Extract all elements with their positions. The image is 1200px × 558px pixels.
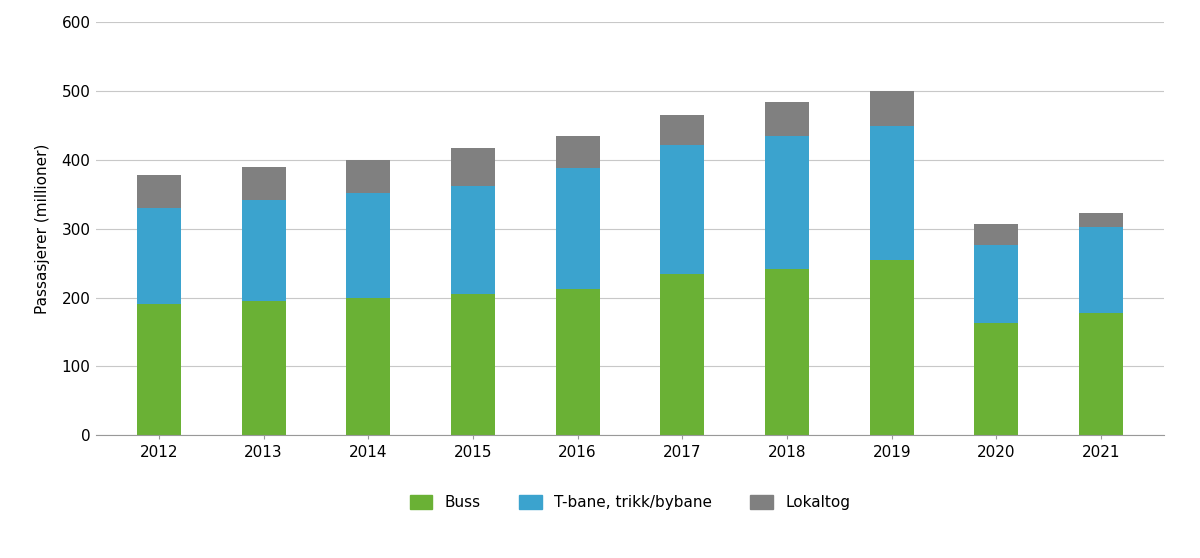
- Bar: [347, 193, 390, 297]
- Bar: [1079, 213, 1123, 228]
- Bar: [556, 290, 600, 435]
- Bar: [241, 200, 286, 301]
- Bar: [556, 136, 600, 168]
- Bar: [766, 102, 809, 136]
- Bar: [870, 126, 913, 260]
- Bar: [974, 246, 1019, 323]
- Bar: [347, 160, 390, 193]
- Bar: [870, 91, 913, 126]
- Bar: [241, 301, 286, 435]
- Bar: [766, 269, 809, 435]
- Bar: [347, 297, 390, 435]
- Bar: [660, 145, 704, 273]
- Bar: [1079, 228, 1123, 312]
- Bar: [451, 294, 494, 435]
- Bar: [660, 116, 704, 145]
- Bar: [137, 305, 181, 435]
- Bar: [766, 136, 809, 269]
- Bar: [1079, 312, 1123, 435]
- Legend: Buss, T-bane, trikk/bybane, Lokaltog: Buss, T-bane, trikk/bybane, Lokaltog: [409, 495, 851, 510]
- Bar: [556, 168, 600, 290]
- Bar: [974, 323, 1019, 435]
- Bar: [241, 167, 286, 200]
- Bar: [137, 208, 181, 305]
- Bar: [451, 186, 494, 294]
- Bar: [974, 224, 1019, 246]
- Bar: [870, 260, 913, 435]
- Bar: [660, 273, 704, 435]
- Bar: [137, 175, 181, 208]
- Y-axis label: Passasjerer (millioner): Passasjerer (millioner): [35, 143, 50, 314]
- Bar: [451, 147, 494, 186]
